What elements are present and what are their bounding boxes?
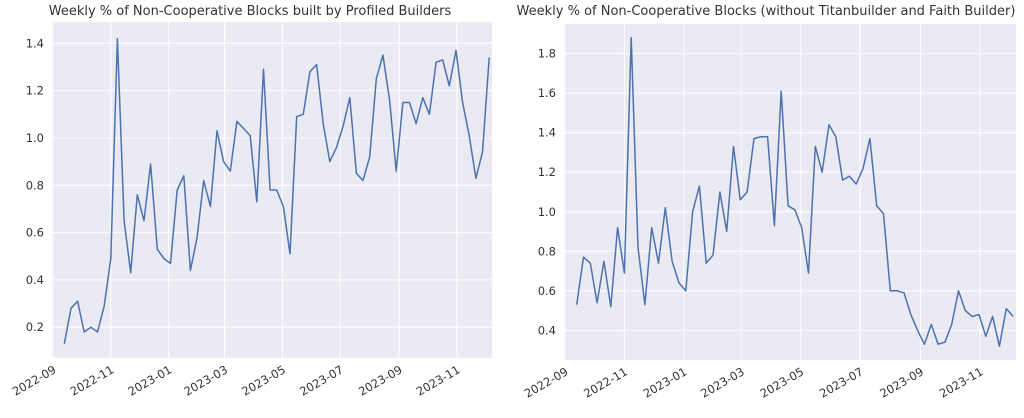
x-tick-label: 2022-11 xyxy=(581,364,630,400)
plot-area xyxy=(564,24,1016,360)
y-tick-label: 0.6 xyxy=(26,226,44,240)
x-tick-label: 2022-09 xyxy=(522,364,571,400)
y-tick-label: 1.0 xyxy=(538,205,556,219)
y-tick-label: 1.4 xyxy=(26,36,44,50)
y-tick-label: 1.2 xyxy=(26,84,44,98)
y-tick-label: 1.0 xyxy=(26,131,44,145)
y-tick-label: 0.6 xyxy=(538,284,556,298)
y-tick-label: 0.4 xyxy=(538,323,556,337)
y-tick-label: 0.8 xyxy=(26,178,44,192)
x-tick-label: 2023-05 xyxy=(758,364,807,400)
series-line xyxy=(63,37,490,344)
chart-title: Weekly % of Non-Cooperative Blocks built… xyxy=(48,4,452,19)
x-tick-label: 2023-09 xyxy=(356,362,405,398)
x-tick-label: 2022-11 xyxy=(68,362,117,398)
y-tick-label: 1.4 xyxy=(538,126,556,140)
x-tick-label: 2023-05 xyxy=(239,362,288,398)
chart-panel-right: Weekly % of Non-Cooperative Blocks (with… xyxy=(508,0,1024,418)
x-tick-label: 2023-03 xyxy=(181,362,230,398)
x-tick-label: 2022-09 xyxy=(10,362,59,398)
x-tick-label: 2023-03 xyxy=(698,364,747,400)
chart-panel-left: Weekly % of Non-Cooperative Blocks built… xyxy=(0,0,500,418)
y-tick-label: 0.4 xyxy=(26,273,44,287)
x-tick-label: 2023-09 xyxy=(877,364,926,400)
x-tick-label: 2023-07 xyxy=(817,364,866,400)
y-tick-label: 0.8 xyxy=(538,244,556,258)
y-tick-label: 1.8 xyxy=(538,47,556,61)
chart-svg: 0.4 0.6 0.8 1.0 1.2 1.4 1.6 1.8 2022-09 2022-11 20… xyxy=(522,24,1016,401)
series-line xyxy=(575,37,1014,347)
x-tick-label: 2023-07 xyxy=(297,362,346,398)
x-tick-label: 2023-11 xyxy=(937,364,986,400)
y-tick-label: 0.2 xyxy=(26,320,44,334)
x-tick-label: 2023-01 xyxy=(126,362,175,398)
y-tick-label: 1.6 xyxy=(538,86,556,100)
chart-title: Weekly % of Non-Cooperative Blocks (with… xyxy=(516,4,1016,19)
x-tick-label: 2023-11 xyxy=(414,362,463,398)
x-tick-label: 2023-01 xyxy=(641,364,690,400)
y-tick-label: 1.2 xyxy=(538,165,556,179)
